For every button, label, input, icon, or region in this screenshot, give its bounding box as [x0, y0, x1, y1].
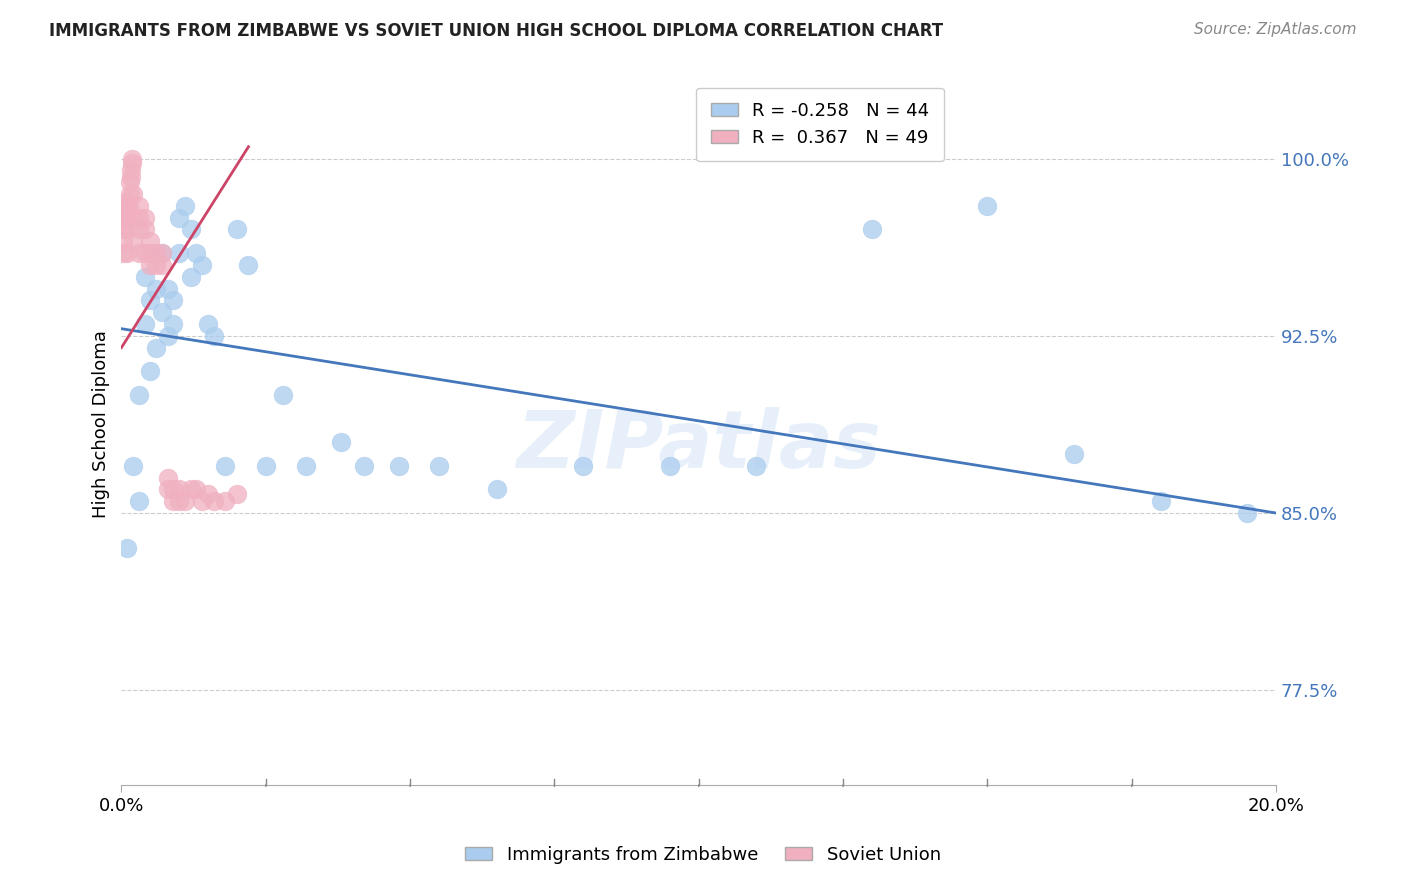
Point [180, 222, 202, 236]
Point [115, 246, 138, 260]
Point [121, 152, 143, 166]
Y-axis label: High School Diploma: High School Diploma [93, 330, 110, 518]
Point [156, 470, 179, 484]
Point [572, 458, 595, 473]
Point [120, 163, 142, 178]
Point [134, 317, 156, 331]
Point [191, 258, 214, 272]
Point [860, 222, 883, 236]
Point [387, 458, 409, 473]
Legend: R = -0.258   N = 44, R =  0.367   N = 49: R = -0.258 N = 44, R = 0.367 N = 49 [696, 87, 943, 161]
Point [162, 494, 184, 508]
Point [485, 483, 508, 497]
Point [745, 458, 768, 473]
Point [191, 494, 214, 508]
Point [114, 211, 136, 225]
Point [139, 293, 162, 308]
Point [115, 222, 138, 236]
Point [214, 494, 236, 508]
Point [427, 458, 450, 473]
Text: ZIPatlas: ZIPatlas [516, 407, 882, 485]
Point [167, 494, 190, 508]
Point [197, 317, 219, 331]
Point [128, 222, 150, 236]
Point [150, 258, 173, 272]
Point [122, 458, 145, 473]
Point [150, 305, 173, 319]
Point [180, 269, 202, 284]
Point [254, 458, 277, 473]
Point [353, 458, 375, 473]
Point [167, 246, 190, 260]
Point [111, 246, 134, 260]
Text: IMMIGRANTS FROM ZIMBABWE VS SOVIET UNION HIGH SCHOOL DIPLOMA CORRELATION CHART: IMMIGRANTS FROM ZIMBABWE VS SOVIET UNION… [49, 22, 943, 40]
Point [114, 203, 136, 218]
Point [162, 317, 184, 331]
Point [1149, 494, 1171, 508]
Point [197, 487, 219, 501]
Point [214, 458, 236, 473]
Point [180, 483, 202, 497]
Point [118, 187, 141, 202]
Point [145, 281, 167, 295]
Point [225, 222, 247, 236]
Point [145, 258, 167, 272]
Point [1236, 506, 1258, 520]
Point [112, 222, 135, 236]
Point [139, 246, 162, 260]
Point [134, 211, 156, 225]
Text: Source: ZipAtlas.com: Source: ZipAtlas.com [1194, 22, 1357, 37]
Point [186, 246, 208, 260]
Point [976, 199, 998, 213]
Point [202, 494, 225, 508]
Point [156, 328, 179, 343]
Point [174, 199, 197, 213]
Point [167, 211, 190, 225]
Point [658, 458, 681, 473]
Point [329, 435, 352, 450]
Point [134, 222, 156, 236]
Point [145, 246, 167, 260]
Point [225, 487, 247, 501]
Point [122, 234, 145, 248]
Point [271, 388, 294, 402]
Point [128, 246, 150, 260]
Point [186, 483, 208, 497]
Point [115, 541, 138, 556]
Point [120, 170, 142, 185]
Point [1063, 447, 1085, 461]
Point [120, 175, 142, 189]
Point [128, 199, 150, 213]
Point [115, 194, 138, 208]
Point [122, 211, 145, 225]
Point [150, 246, 173, 260]
Point [134, 269, 156, 284]
Point [115, 199, 138, 213]
Point [156, 483, 179, 497]
Point [295, 458, 318, 473]
Point [139, 258, 162, 272]
Point [167, 483, 190, 497]
Point [139, 364, 162, 378]
Point [112, 218, 135, 232]
Legend: Immigrants from Zimbabwe, Soviet Union: Immigrants from Zimbabwe, Soviet Union [451, 831, 955, 879]
Point [150, 246, 173, 260]
Point [156, 281, 179, 295]
Point [162, 483, 184, 497]
Point [117, 211, 139, 225]
Point [202, 328, 225, 343]
Point [121, 156, 143, 170]
Point [134, 246, 156, 260]
Point [145, 341, 167, 355]
Point [174, 494, 197, 508]
Point [139, 234, 162, 248]
Point [238, 258, 260, 272]
Point [118, 199, 141, 213]
Point [128, 388, 150, 402]
Point [112, 234, 135, 248]
Point [122, 187, 145, 202]
Point [162, 293, 184, 308]
Point [128, 211, 150, 225]
Point [128, 494, 150, 508]
